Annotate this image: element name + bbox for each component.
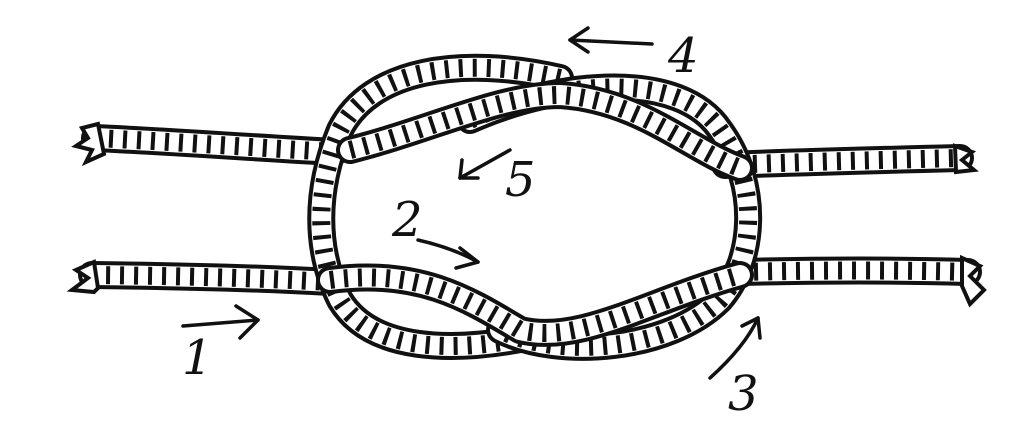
- lower-rope-right-standing-part: [726, 256, 982, 286]
- upper-rope-left-standing-part: [81, 124, 349, 166]
- rope-twist-hatching: [466, 78, 758, 356]
- arrow-1: [181, 304, 260, 340]
- step-label-5: 5: [505, 152, 536, 208]
- rope-body: [340, 85, 750, 178]
- upper-rope-right-frayed-end: [952, 143, 979, 175]
- lower-rope-right-frayed-end: [960, 254, 987, 308]
- lower-rope-left-standing-part: [78, 261, 344, 296]
- step-label-2: 2: [391, 192, 423, 248]
- arrow-5: [458, 148, 512, 180]
- step-label-4: 4: [667, 28, 699, 84]
- rope-body: [82, 265, 340, 292]
- left-bight: [307, 53, 574, 360]
- arrow-3: [708, 316, 762, 380]
- rope-twist-hatching: [94, 129, 336, 161]
- step-label-1: 1: [182, 330, 213, 386]
- rope-twist-hatching: [739, 261, 969, 281]
- lower-crossing-strand: [316, 261, 754, 347]
- rope-twist-hatching: [312, 58, 563, 355]
- arrow-2: [416, 238, 480, 270]
- upper-crossing-strand: [336, 81, 754, 182]
- upper-rope-left-frayed-end: [71, 121, 107, 167]
- rope-twist-hatching: [328, 266, 743, 342]
- upper-rope-right-standing-part: [711, 144, 974, 179]
- lower-rope-left-frayed-end: [66, 259, 101, 295]
- rope-twist-hatching: [91, 266, 331, 291]
- arrow-4: [568, 26, 654, 54]
- step-label-3: 3: [728, 366, 759, 422]
